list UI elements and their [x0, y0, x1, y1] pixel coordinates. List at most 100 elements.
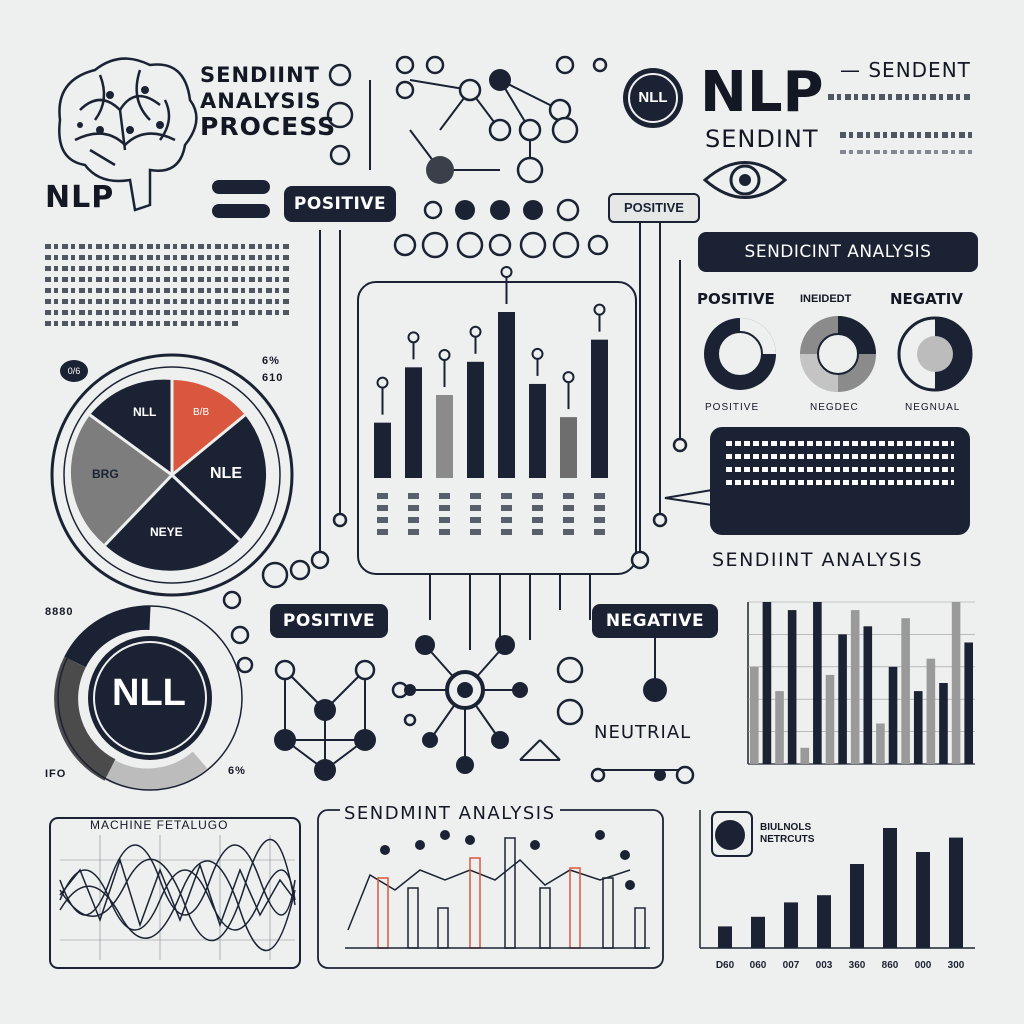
pie-label: NLE — [210, 465, 242, 482]
x-tick-label: 060 — [750, 960, 767, 971]
donut-sub-label: NEGNUAL — [905, 402, 961, 413]
text-line — [840, 132, 973, 138]
nlp-label-left: NLP — [45, 180, 115, 215]
bar — [825, 674, 835, 764]
bar-point — [376, 376, 389, 389]
bar — [817, 895, 831, 948]
sketch-bar — [602, 877, 614, 949]
sendint-title: SENDINT — [705, 125, 819, 153]
pie-label: NEYE — [150, 525, 183, 539]
bar-tick-label — [532, 529, 543, 535]
bar — [436, 395, 453, 478]
donut-label-positive: POSITIVE — [697, 290, 775, 308]
sketch-bar — [504, 837, 516, 949]
bar — [762, 602, 772, 764]
text-paragraph — [45, 238, 290, 332]
sendient-banner: SENDICINT ANALYSIS — [698, 232, 978, 272]
bar-tick-label — [377, 505, 388, 511]
bar-tick-label — [439, 529, 450, 535]
bar-tick-label — [377, 517, 388, 523]
bar — [876, 723, 885, 764]
negative-tag[interactable]: NEGATIVE — [592, 604, 718, 638]
sketch-bar — [634, 907, 646, 949]
pie-label: B/B — [193, 407, 210, 418]
pie-side-label: 6% — [262, 355, 280, 367]
bar-tick-label — [532, 517, 543, 523]
ring-side-label: IFO — [45, 768, 67, 780]
mini-chip — [212, 180, 270, 194]
bar-tick-label — [594, 493, 605, 499]
bar — [949, 837, 963, 948]
bar-tick-label — [594, 517, 605, 523]
bar — [951, 602, 961, 764]
bar-point — [531, 347, 544, 360]
bar-point — [562, 371, 575, 384]
title-line-3: PROCESS — [200, 112, 337, 141]
bar — [775, 691, 784, 764]
sketch-bar — [407, 887, 419, 949]
nlp-big-title: NLP — [700, 60, 824, 125]
pie-side-chip: 0/6 — [60, 360, 88, 382]
bar — [813, 602, 822, 764]
bar-tick-label — [470, 517, 481, 523]
ring-side-label: 6% — [228, 765, 246, 777]
bar — [467, 361, 484, 478]
wave-plot — [49, 817, 301, 969]
bar — [939, 683, 948, 764]
bar — [405, 367, 422, 478]
bar — [926, 658, 936, 764]
bar-tick-label — [501, 529, 512, 535]
bar — [560, 417, 577, 478]
bar-tick-label — [408, 505, 419, 511]
machine-label: MACHINE FETALUGO — [90, 818, 229, 832]
bar-point — [407, 331, 420, 344]
bar-tick-label — [408, 517, 419, 523]
bar-tick-label — [377, 529, 388, 535]
bar-tick-label — [377, 493, 388, 499]
bar-tick-label — [501, 505, 512, 511]
x-tick-label: D60 — [716, 960, 735, 971]
positive-tag-middle[interactable]: POSITIVE — [270, 604, 388, 638]
sketch-bar — [569, 867, 581, 949]
donut-label-neutral: INEIDEDT — [800, 293, 852, 305]
pie-label: NLL — [133, 405, 157, 419]
bar — [850, 864, 864, 948]
mini-chip — [212, 204, 270, 218]
x-tick-label: 003 — [816, 960, 833, 971]
text-line — [828, 94, 973, 100]
speech-bubble — [710, 427, 970, 535]
note-title: BIULNOLS NETRCUTS — [760, 822, 815, 845]
x-tick-label: 860 — [882, 960, 899, 971]
bar — [863, 626, 873, 764]
x-tick-label: 300 — [948, 960, 965, 971]
bar — [374, 422, 391, 478]
bar-point — [469, 325, 482, 338]
bar-tick-label — [439, 505, 450, 511]
bar — [800, 747, 810, 764]
positive-tag-outline[interactable]: POSITIVE — [608, 193, 700, 223]
positive-tag-top[interactable]: POSITIVE — [284, 186, 396, 222]
bar-tick-label — [563, 505, 574, 511]
donut-label-negative: NEGATIV — [890, 290, 963, 308]
process-title: SENDIINT ANALYSIS PROCESS — [200, 62, 336, 140]
sendiint-right-title: SENDIINT ANALYSIS — [712, 549, 924, 571]
eye-icon — [702, 161, 788, 199]
bar — [838, 634, 847, 764]
sendmint-bottom-title: SENDMINT ANALYSIS — [340, 803, 560, 824]
sketch-bar — [377, 877, 389, 949]
x-tick-label: 000 — [915, 960, 932, 971]
bar — [529, 383, 546, 478]
bar-tick-label — [439, 517, 450, 523]
bar — [888, 666, 898, 764]
title-line-1: SENDIINT — [200, 63, 321, 87]
large-pie-chart — [50, 353, 294, 597]
bar — [883, 828, 897, 948]
bar-tick-label — [439, 493, 450, 499]
bar-tick-label — [532, 505, 543, 511]
bar — [750, 666, 759, 764]
bar-tick-label — [501, 493, 512, 499]
bar — [787, 610, 797, 764]
bar — [751, 916, 765, 948]
bar-tick-label — [594, 505, 605, 511]
